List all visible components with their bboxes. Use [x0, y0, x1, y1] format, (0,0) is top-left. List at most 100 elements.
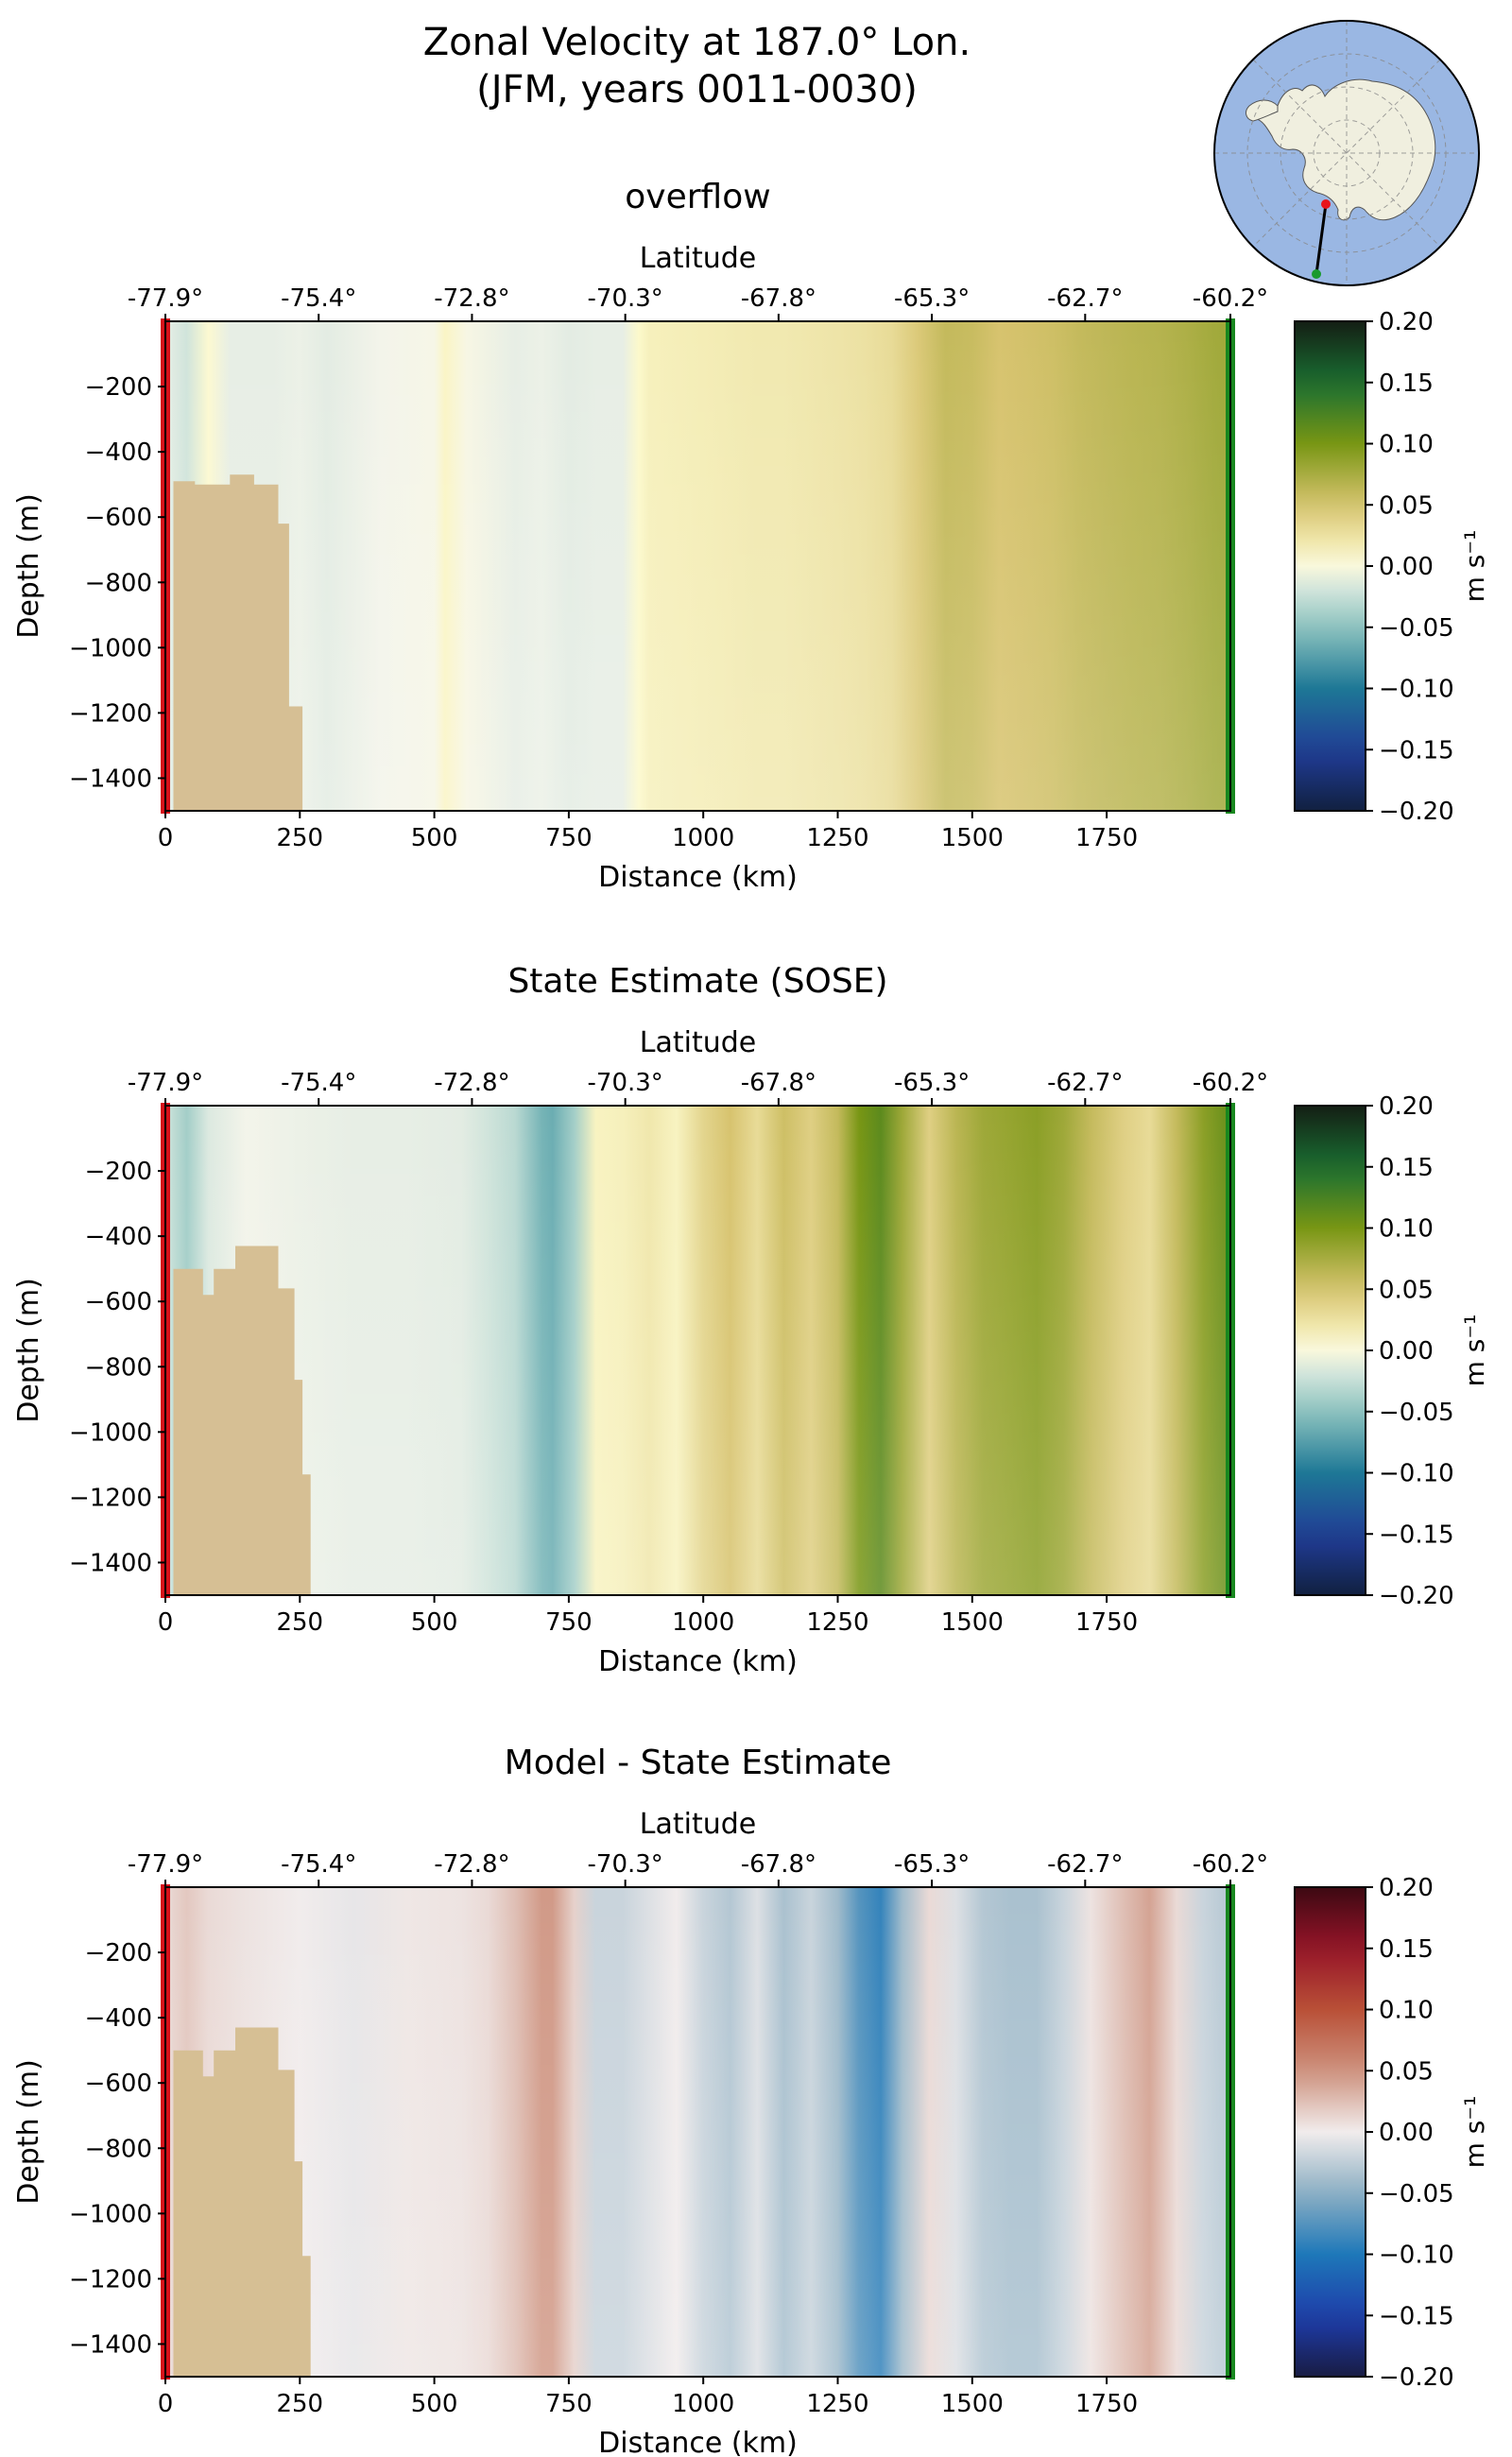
top-tick-label: -62.7°	[1047, 1850, 1123, 1879]
panel-title: State Estimate (SOSE)	[507, 962, 887, 1001]
colorbar-tick-label: −0.10	[1379, 1460, 1454, 1488]
y-tick-label: −1400	[69, 1549, 152, 1577]
y-tick-label: −1200	[69, 2265, 152, 2294]
x-tick-label: 1000	[672, 824, 734, 852]
x-tick-label: 1500	[941, 2390, 1004, 2418]
y-tick-label: −1200	[69, 699, 152, 728]
map-section-end-marker	[1312, 269, 1321, 279]
velocity-field-depth-shade	[165, 1106, 1230, 1595]
colorbar-tick-label: 0.05	[1379, 1276, 1434, 1304]
top-tick-label: -75.4°	[281, 1850, 356, 1879]
seafloor-bathymetry	[165, 1246, 311, 1595]
top-axis-label: Latitude	[640, 1808, 756, 1841]
figure-title-line-1: Zonal Velocity at 187.0° Lon.	[422, 21, 971, 64]
top-tick-label: -67.8°	[741, 1069, 816, 1097]
plot-frame	[164, 1886, 1231, 2378]
top-tick-label: -67.8°	[741, 1850, 816, 1879]
y-tick-label: −800	[85, 1353, 152, 1382]
panel-title: Model - State Estimate	[505, 1744, 892, 1782]
top-axis-label: Latitude	[640, 1026, 756, 1059]
top-tick-label: -75.4°	[281, 284, 356, 313]
colorbar-tick-label: 0.10	[1379, 1215, 1434, 1244]
top-tick-label: -75.4°	[281, 1069, 356, 1097]
top-tick-label: -65.3°	[894, 1069, 970, 1097]
top-tick-label: -67.8°	[741, 284, 816, 313]
top-tick-label: -60.2°	[1193, 1850, 1268, 1879]
colorbar-label: m s⁻¹	[1459, 2096, 1490, 2169]
panel-1: overflow Latitude -77.9° -75.4° -72.8° -70.3°…	[12, 178, 1490, 894]
colorbar-tick-label: −0.10	[1379, 676, 1454, 704]
x-tick-label: 1000	[672, 1608, 734, 1637]
colorbar-tick-label: −0.20	[1379, 798, 1454, 826]
x-tick-label: 750	[545, 2390, 593, 2418]
colorbar-label: m s⁻¹	[1459, 1314, 1490, 1387]
colorbar-tick-label: −0.05	[1379, 1399, 1454, 1427]
y-tick-label: −800	[85, 569, 152, 597]
x-tick-label: 250	[276, 824, 323, 852]
colorbar-tick-label: −0.05	[1379, 614, 1454, 643]
y-tick-label: −800	[85, 2135, 152, 2163]
top-tick-label: -77.9°	[128, 1850, 203, 1879]
y-tick-label: −1200	[69, 1484, 152, 1512]
x-tick-label: 500	[411, 2390, 458, 2418]
colorbar-tick-label: −0.20	[1379, 2363, 1454, 2392]
seafloor-bathymetry	[165, 474, 303, 811]
top-tick-label: -65.3°	[894, 284, 970, 313]
colorbar	[1294, 1105, 1366, 1596]
x-tick-label: 1750	[1075, 1608, 1138, 1637]
colorbar-tick-label: 0.20	[1379, 308, 1434, 336]
colorbar-tick-label: −0.15	[1379, 1521, 1454, 1549]
x-tick-label: 500	[411, 824, 458, 852]
y-tick-label: −1400	[69, 2330, 152, 2359]
figure-title: Zonal Velocity at 187.0° Lon. (JFM, year…	[0, 19, 1394, 113]
colorbar-tick-label: −0.20	[1379, 1582, 1454, 1610]
colorbar-tick-label: 0.10	[1379, 431, 1434, 459]
panel-title: overflow	[625, 178, 770, 216]
x-tick-label: 1250	[806, 824, 868, 852]
colorbar-tick-label: −0.15	[1379, 736, 1454, 765]
plot-frame	[164, 1105, 1231, 1596]
top-tick-label: -72.8°	[434, 284, 509, 313]
panel-2: State Estimate (SOSE) Latitude -77.9° -75.4…	[12, 962, 1490, 1678]
y-tick-label: −200	[85, 1158, 152, 1186]
y-axis-label: Depth (m)	[12, 2059, 45, 2205]
colorbar-tick-label: 0.15	[1379, 1935, 1434, 1964]
colorbar-tick-label: 0.00	[1379, 1337, 1434, 1366]
colorbar-tick-label: −0.05	[1379, 2180, 1454, 2208]
top-tick-label: -62.7°	[1047, 284, 1123, 313]
x-tick-label: 1500	[941, 1608, 1004, 1637]
y-tick-label: −400	[85, 2004, 152, 2033]
x-axis-label: Distance (km)	[598, 2427, 798, 2457]
y-tick-label: −200	[85, 373, 152, 402]
map-graticule	[1214, 21, 1479, 285]
top-tick-label: -65.3°	[894, 1850, 970, 1879]
map-border	[1213, 20, 1480, 286]
x-tick-label: 1000	[672, 2390, 734, 2418]
x-axis-label: Distance (km)	[598, 1645, 798, 1678]
x-tick-label: 0	[158, 1608, 174, 1637]
top-tick-label: -70.3°	[588, 284, 663, 313]
x-tick-label: 750	[545, 1608, 593, 1637]
map-peninsula	[1246, 99, 1279, 122]
y-tick-label: −600	[85, 504, 152, 532]
colorbar-tick-label: 0.20	[1379, 1092, 1434, 1121]
y-tick-label: −1000	[69, 2200, 152, 2228]
y-tick-label: −200	[85, 1939, 152, 1967]
colorbar-tick-label: 0.15	[1379, 1154, 1434, 1182]
y-tick-label: −1400	[69, 765, 152, 793]
panel-3: Model - State Estimate Latitude -77.9° -75.…	[12, 1744, 1490, 2457]
colorbar-tick-label: 0.05	[1379, 491, 1434, 520]
y-tick-label: −1000	[69, 1418, 152, 1447]
top-tick-label: -70.3°	[588, 1069, 663, 1097]
y-tick-label: −400	[85, 438, 152, 467]
figure-title-line-2: (JFM, years 0011-0030)	[476, 68, 918, 112]
map-section-start-marker	[1321, 199, 1331, 209]
colorbar-tick-label: −0.15	[1379, 2302, 1454, 2330]
x-tick-label: 250	[276, 2390, 323, 2418]
x-tick-label: 1750	[1075, 2390, 1138, 2418]
x-axis-label: Distance (km)	[598, 861, 798, 894]
colorbar-tick-label: 0.00	[1379, 2119, 1434, 2147]
top-tick-label: -72.8°	[434, 1850, 509, 1879]
velocity-field-depth-shade	[165, 321, 1230, 811]
